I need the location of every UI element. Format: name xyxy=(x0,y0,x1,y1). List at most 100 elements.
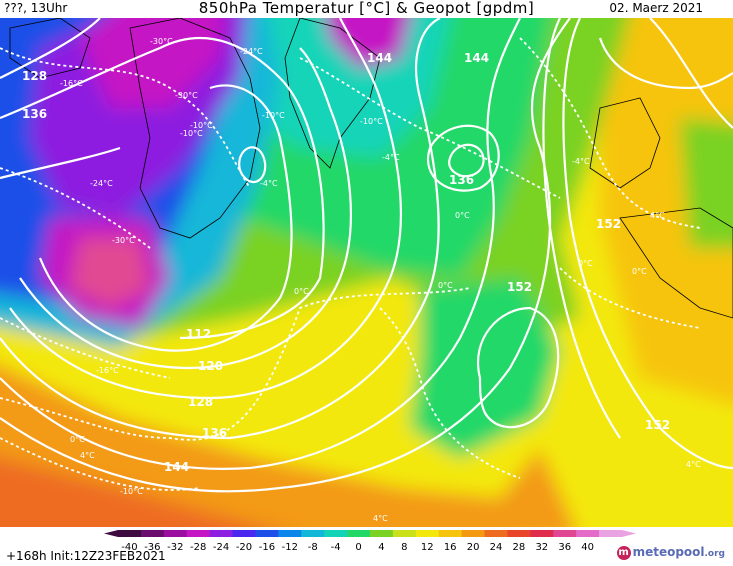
colorbar-cell xyxy=(576,530,600,537)
temp-label: -4°C xyxy=(382,153,400,162)
brand-name: meteopool xyxy=(632,545,705,559)
geopot-label: 136 xyxy=(22,107,47,121)
geopot-label: 128 xyxy=(188,395,213,409)
colorbar-cell xyxy=(392,530,417,537)
colorbar-min-arrow xyxy=(104,530,118,537)
geopot-label: 144 xyxy=(367,51,392,65)
geopot-label: 112 xyxy=(186,327,211,341)
colorbar-tick-label: -8 xyxy=(308,542,318,553)
colorbar-cell xyxy=(163,530,188,537)
colorbar-tick-label: 24 xyxy=(490,542,503,553)
colorbar-cells xyxy=(104,530,636,537)
geopotential-isohypses xyxy=(0,18,733,493)
footer-bar: -40 -36 -32 -28 -24 -20 -16 -12 -8 -4 0 4 8 12 16 20 24 2… xyxy=(0,527,733,566)
temp-label: -4°C xyxy=(572,157,590,166)
temp-label: 4°C xyxy=(373,514,388,523)
geopot-label: 152 xyxy=(596,217,621,231)
colorbar-tick-label: 8 xyxy=(401,542,407,553)
colorbar-cell xyxy=(507,530,531,537)
temp-label: -10°C xyxy=(120,487,143,496)
temp-label: -10°C xyxy=(190,121,213,130)
geopot-labels: 128 136 144 144 136 152 152 152 112 120 … xyxy=(22,51,670,474)
model-run-label: +168h Init:12Z23FEB2021 xyxy=(6,549,166,563)
colorbar-cell xyxy=(186,530,211,537)
colorbar-cell xyxy=(140,530,165,537)
coastlines xyxy=(9,18,733,319)
temp-label: 0°C xyxy=(294,287,309,296)
colorbar-cell xyxy=(118,530,142,537)
temp-label: 0°C xyxy=(455,211,470,220)
colorbar-cell xyxy=(255,530,279,537)
colorbar-tick-label: 20 xyxy=(467,542,480,553)
colorbar-cell xyxy=(530,530,554,537)
colorbar-tick-label: -4 xyxy=(331,542,341,553)
colorbar-max-arrow xyxy=(622,530,636,537)
temp-label: 4°C xyxy=(686,460,701,469)
colorbar-tick-label: -16 xyxy=(259,542,275,553)
colorbar-tick-label: -24 xyxy=(213,542,229,553)
colorbar-tick-label: -36 xyxy=(144,542,160,553)
geopot-label: 136 xyxy=(449,173,474,187)
temp-label: -30°C xyxy=(150,37,173,46)
geopot-label: 144 xyxy=(464,51,489,65)
meteopool-logo-icon: m xyxy=(616,545,631,560)
temp-label: -24°C xyxy=(90,179,113,188)
geopot-label: 120 xyxy=(198,359,223,373)
colorbar: -40 -36 -32 -28 -24 -20 -16 -12 -8 -4 0 4 8 12 16 20 24 2… xyxy=(104,530,636,553)
weather-map: 128 136 144 144 136 152 152 152 112 120 … xyxy=(0,18,733,527)
map-canvas: 128 136 144 144 136 152 152 152 112 120 … xyxy=(0,18,733,527)
temp-label: -10°C xyxy=(262,111,285,120)
temp-label: -4°C xyxy=(260,179,278,188)
temp-label: -30°C xyxy=(175,91,198,100)
colorbar-cell xyxy=(301,530,325,537)
colorbar-cell xyxy=(415,530,440,537)
brand-tld: .org xyxy=(704,549,725,559)
colorbar-cell xyxy=(209,530,234,537)
colorbar-tick-label: 32 xyxy=(535,542,548,553)
temp-label: 0°C xyxy=(70,435,85,444)
valid-date-label: 02. Maerz 2021 xyxy=(609,1,703,15)
temp-label: 0°C xyxy=(632,267,647,276)
colorbar-cell xyxy=(278,530,302,537)
geopot-label: 128 xyxy=(22,69,47,83)
colorbar-cell xyxy=(232,530,256,537)
header-bar: ???, 13Uhr 850hPa Temperatur [°C] & Geop… xyxy=(0,0,733,18)
temp-label: -10°C xyxy=(360,117,383,126)
colorbar-cell xyxy=(438,530,463,537)
temp-label: -30°C xyxy=(112,236,135,245)
colorbar-tick-label: -20 xyxy=(236,542,252,553)
colorbar-cell xyxy=(370,530,394,537)
geopot-label: 152 xyxy=(645,418,670,432)
colorbar-tick-label: 4 xyxy=(378,542,384,553)
temp-label: -16°C xyxy=(96,366,119,375)
brand-logo[interactable]: m meteopool.org xyxy=(616,545,725,560)
temp-label: 4°C xyxy=(80,451,95,460)
colorbar-tick-label: 12 xyxy=(421,542,434,553)
temp-label: 0°C xyxy=(578,259,593,268)
colorbar-tick-label: 28 xyxy=(513,542,526,553)
temp-label: -16°C xyxy=(60,79,83,88)
colorbar-tick-label: -12 xyxy=(282,542,298,553)
colorbar-cell xyxy=(553,530,577,537)
temp-label: 4°C xyxy=(650,211,665,220)
temperature-labels: -30°C -24°C -10°C -10°C -16°C -24°C -30°… xyxy=(60,37,701,523)
colorbar-cell xyxy=(324,530,348,537)
colorbar-cell xyxy=(461,530,486,537)
colorbar-tick-label: -28 xyxy=(190,542,206,553)
valid-time-label: ???, 13Uhr xyxy=(4,1,68,15)
colorbar-cell xyxy=(484,530,508,537)
colorbar-tick-label: 0 xyxy=(355,542,361,553)
geopot-label: 136 xyxy=(202,426,227,440)
colorbar-ticks: -40 -36 -32 -28 -24 -20 -16 -12 -8 -4 0 4 8 12 16 20 24 2… xyxy=(121,542,594,553)
colorbar-tick-label: 40 xyxy=(581,542,594,553)
colorbar-tick-label: -40 xyxy=(121,542,137,553)
colorbar-cell xyxy=(347,530,371,537)
geopot-label: 144 xyxy=(164,460,189,474)
colorbar-cell xyxy=(599,530,623,537)
geopot-label: 152 xyxy=(507,280,532,294)
temp-label: -24°C xyxy=(240,47,263,56)
temp-label: 0°C xyxy=(438,281,453,290)
colorbar-tick-label: 36 xyxy=(558,542,571,553)
map-title: 850hPa Temperatur [°C] & Geopot [gpdm] xyxy=(198,0,535,17)
colorbar-tick-label: 16 xyxy=(444,542,457,553)
